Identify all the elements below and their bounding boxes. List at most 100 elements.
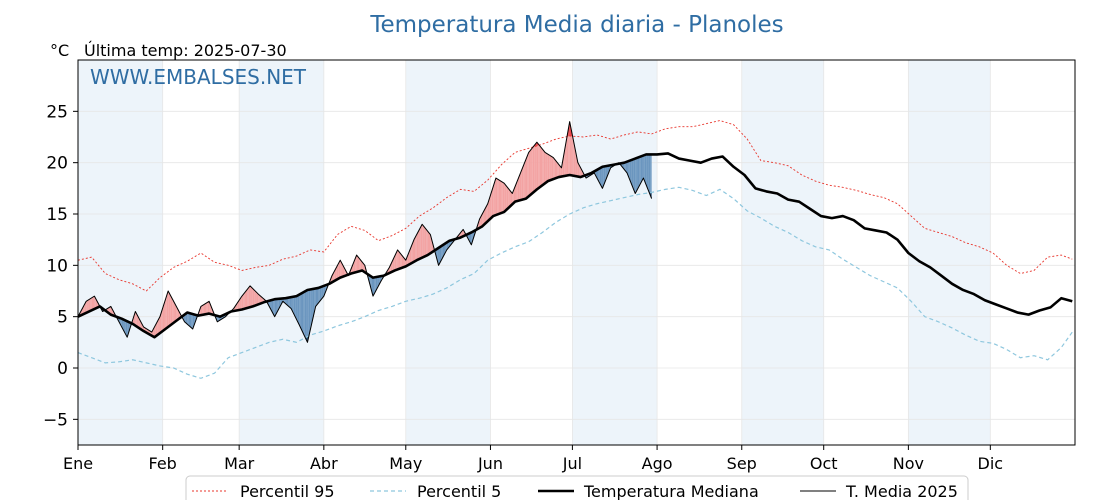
x-tick-label: Sep xyxy=(727,454,757,473)
fill-above-median xyxy=(532,145,535,193)
fill-above-median xyxy=(174,303,177,322)
month-band-ene xyxy=(78,60,163,445)
fill-below-median xyxy=(633,158,636,194)
y-tick-label: 20 xyxy=(46,154,68,174)
fill-below-median xyxy=(307,289,309,343)
fill-above-median xyxy=(400,253,402,269)
fill-below-median xyxy=(632,159,634,191)
fill-below-median xyxy=(308,289,311,337)
fill-above-median xyxy=(340,260,342,278)
fill-above-median xyxy=(551,156,554,180)
fill-above-median xyxy=(169,293,171,326)
fill-above-median xyxy=(536,142,539,190)
fill-below-median xyxy=(442,244,445,258)
fill-above-median xyxy=(243,292,245,310)
fill-below-median xyxy=(295,296,297,320)
fill-above-median xyxy=(207,301,210,314)
fill-above-median xyxy=(168,291,170,327)
fill-above-median xyxy=(404,258,406,267)
fill-above-median xyxy=(206,302,208,315)
fill-above-median xyxy=(489,195,491,220)
y-tick-label: 0 xyxy=(57,359,68,379)
fill-below-median xyxy=(599,167,602,186)
fill-below-median xyxy=(635,158,637,194)
fill-above-median xyxy=(416,231,419,261)
fill-above-median xyxy=(510,191,513,206)
x-tick-label: Abr xyxy=(310,454,338,473)
fill-above-median xyxy=(411,243,413,264)
fill-below-median xyxy=(627,161,629,177)
fill-above-median xyxy=(515,183,517,202)
fill-below-median xyxy=(185,312,188,325)
fill-above-median xyxy=(554,159,557,179)
fill-above-median xyxy=(405,256,408,267)
fill-above-median xyxy=(519,172,521,201)
last-temp-label: Última temp: 2025-07-30 xyxy=(84,41,287,60)
y-tick-label: −5 xyxy=(43,410,68,430)
fill-above-median xyxy=(86,300,88,313)
x-tick-label: Feb xyxy=(149,454,177,473)
x-tick-label: May xyxy=(389,454,422,473)
fill-above-median xyxy=(176,306,178,321)
fill-above-median xyxy=(542,148,544,186)
fill-above-median xyxy=(166,291,169,328)
fill-below-median xyxy=(123,319,125,333)
x-tick-label: Mar xyxy=(224,454,255,473)
fill-below-median xyxy=(439,246,442,263)
fill-above-median xyxy=(486,203,488,223)
fill-above-median xyxy=(525,155,528,199)
fill-above-median xyxy=(506,186,509,210)
fill-above-median xyxy=(90,297,92,311)
fill-above-median xyxy=(565,137,567,176)
fill-above-median xyxy=(155,321,158,337)
chart-title: Temperatura Media diaria - Planoles xyxy=(369,12,783,38)
fill-above-median xyxy=(490,190,492,219)
fill-above-median xyxy=(254,289,256,306)
fill-below-median xyxy=(644,154,647,185)
fill-above-median xyxy=(545,152,547,184)
fill-above-median xyxy=(393,255,395,272)
fill-above-median xyxy=(571,128,573,176)
fill-below-median xyxy=(274,299,277,317)
x-tick-label: Nov xyxy=(893,454,924,473)
fill-above-median xyxy=(245,289,248,309)
fill-above-median xyxy=(239,298,241,310)
fill-above-median xyxy=(520,169,522,201)
fill-below-median xyxy=(642,155,644,181)
fill-below-median xyxy=(292,296,294,314)
y-tick-label: 25 xyxy=(46,102,68,122)
fill-above-median xyxy=(424,227,427,257)
fill-above-median xyxy=(572,135,574,176)
fill-below-median xyxy=(306,289,308,343)
fill-above-median xyxy=(558,164,561,178)
fill-above-median xyxy=(164,299,166,331)
fill-above-median xyxy=(259,295,262,304)
fill-above-median xyxy=(546,153,548,183)
fill-above-median xyxy=(418,229,420,260)
fill-above-median xyxy=(258,294,260,305)
fill-above-median xyxy=(516,179,518,202)
x-axis: Ene Feb Mar Abr May Jun Jul Ago Sep Oct Nov Dic xyxy=(63,445,1003,473)
fill-above-median xyxy=(480,214,483,228)
fill-below-median xyxy=(322,285,324,298)
fill-above-median xyxy=(483,208,485,226)
fill-above-median xyxy=(419,226,421,259)
x-tick-label: Oct xyxy=(810,454,838,473)
fill-above-median xyxy=(244,291,246,309)
fill-below-median xyxy=(469,232,472,245)
fill-above-median xyxy=(158,316,160,335)
fill-above-median xyxy=(505,184,507,211)
fill-above-median xyxy=(401,255,404,268)
fill-below-median xyxy=(625,161,628,173)
month-bands xyxy=(78,60,991,445)
month-band-sep xyxy=(741,60,824,445)
fill-above-median xyxy=(413,237,416,262)
fill-below-median xyxy=(319,286,322,302)
fill-above-median xyxy=(550,155,552,181)
fill-above-median xyxy=(482,211,484,227)
fill-above-median xyxy=(521,166,524,200)
fill-above-median xyxy=(93,296,95,310)
fill-above-median xyxy=(415,234,417,261)
month-band-nov xyxy=(908,60,991,445)
fill-below-median xyxy=(310,289,312,331)
